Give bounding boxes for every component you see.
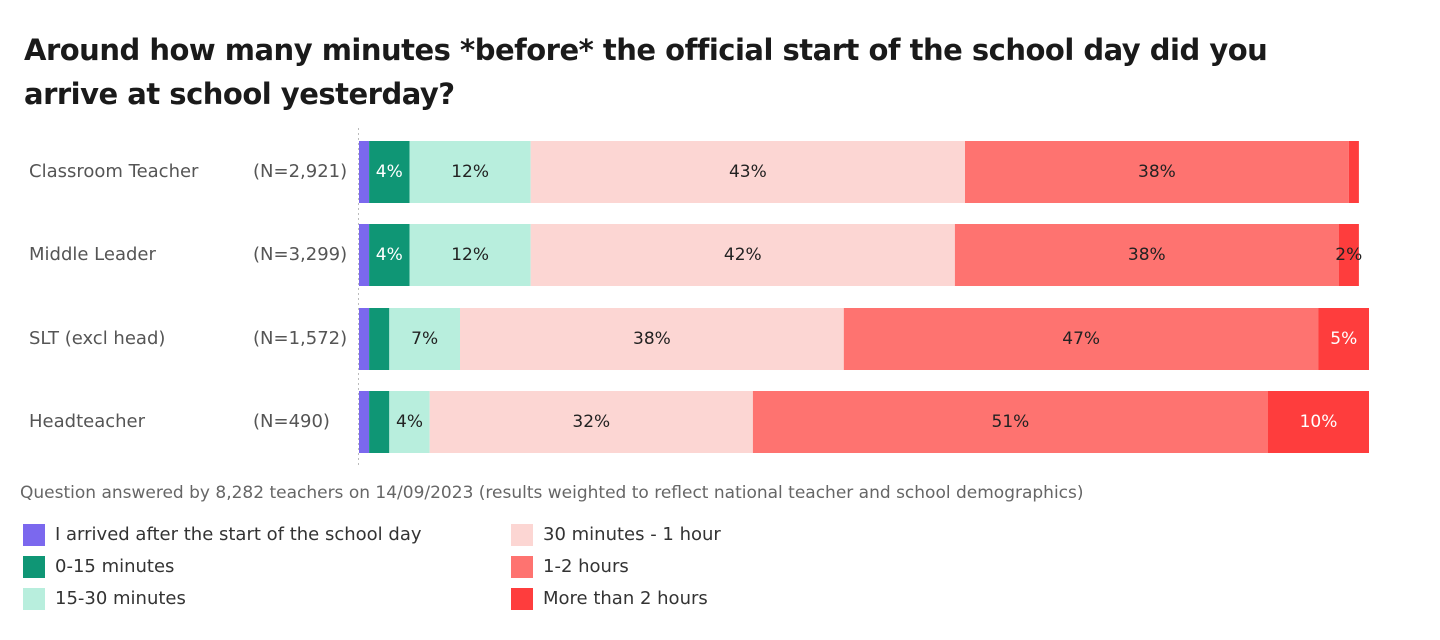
bar-segment <box>389 308 460 370</box>
sample-size-label: (N=1,572) <box>253 328 347 349</box>
data-label: 12% <box>451 162 489 182</box>
category-label: SLT (excl head) <box>29 328 165 349</box>
legend-swatch <box>511 556 533 578</box>
data-label: 4% <box>396 412 423 432</box>
bar-segment <box>369 308 390 370</box>
bar-segment <box>965 141 1349 203</box>
bar-segment <box>389 391 430 453</box>
bar-segment <box>752 391 1268 453</box>
sample-size-label: (N=2,921) <box>253 161 347 182</box>
legend-label: More than 2 hours <box>543 588 708 609</box>
bar-segment <box>1268 391 1369 453</box>
bar-segment <box>369 141 410 203</box>
bar-segment <box>1338 224 1359 286</box>
bar-segment <box>369 391 390 453</box>
data-label: 38% <box>1128 245 1166 265</box>
sample-size-label: (N=3,299) <box>253 244 347 265</box>
bar-segment <box>954 224 1339 286</box>
bar-segment <box>359 224 370 286</box>
data-label: 2% <box>1335 245 1362 265</box>
bar-segment <box>530 141 965 203</box>
legend-label: 15-30 minutes <box>55 588 186 609</box>
category-label: Classroom Teacher <box>29 161 199 182</box>
footnote: Question answered by 8,282 teachers on 1… <box>20 483 1084 503</box>
legend-swatch <box>511 588 533 610</box>
bar-segment <box>1348 141 1359 203</box>
legend-label: I arrived after the start of the school … <box>55 524 422 545</box>
category-label: Middle Leader <box>29 244 156 265</box>
bar-segment <box>409 224 531 286</box>
data-label: 10% <box>1300 412 1338 432</box>
data-label: 38% <box>1138 162 1176 182</box>
bar-segment <box>369 224 410 286</box>
bar-segment <box>409 141 531 203</box>
bar-segment <box>429 391 753 453</box>
legend-swatch <box>23 556 45 578</box>
data-label: 32% <box>572 412 610 432</box>
data-label: 42% <box>724 245 762 265</box>
data-label: 5% <box>1330 329 1357 349</box>
legend-swatch <box>23 524 45 546</box>
data-label: 47% <box>1062 329 1100 349</box>
data-label: 4% <box>376 245 403 265</box>
category-label: Headteacher <box>29 411 146 432</box>
legend-swatch <box>23 588 45 610</box>
legend-label: 0-15 minutes <box>55 556 174 577</box>
sample-size-label: (N=490) <box>253 411 330 432</box>
bar-segment <box>460 308 844 370</box>
bar-segment <box>359 391 370 453</box>
legend-label: 1-2 hours <box>543 556 629 577</box>
legend-swatch <box>511 524 533 546</box>
bar-segment <box>1318 308 1369 370</box>
legend-label: 30 minutes - 1 hour <box>543 524 721 545</box>
data-label: 4% <box>376 162 403 182</box>
bar-segment <box>359 308 370 370</box>
bar-segment <box>530 224 955 286</box>
data-label: 12% <box>451 245 489 265</box>
data-label: 43% <box>729 162 767 182</box>
chart-title: Around how many minutes *before* the off… <box>24 33 1268 111</box>
data-label: 7% <box>411 329 438 349</box>
data-label: 51% <box>992 412 1030 432</box>
bar-segment <box>359 141 370 203</box>
bar-segment <box>843 308 1319 370</box>
data-label: 38% <box>633 329 671 349</box>
